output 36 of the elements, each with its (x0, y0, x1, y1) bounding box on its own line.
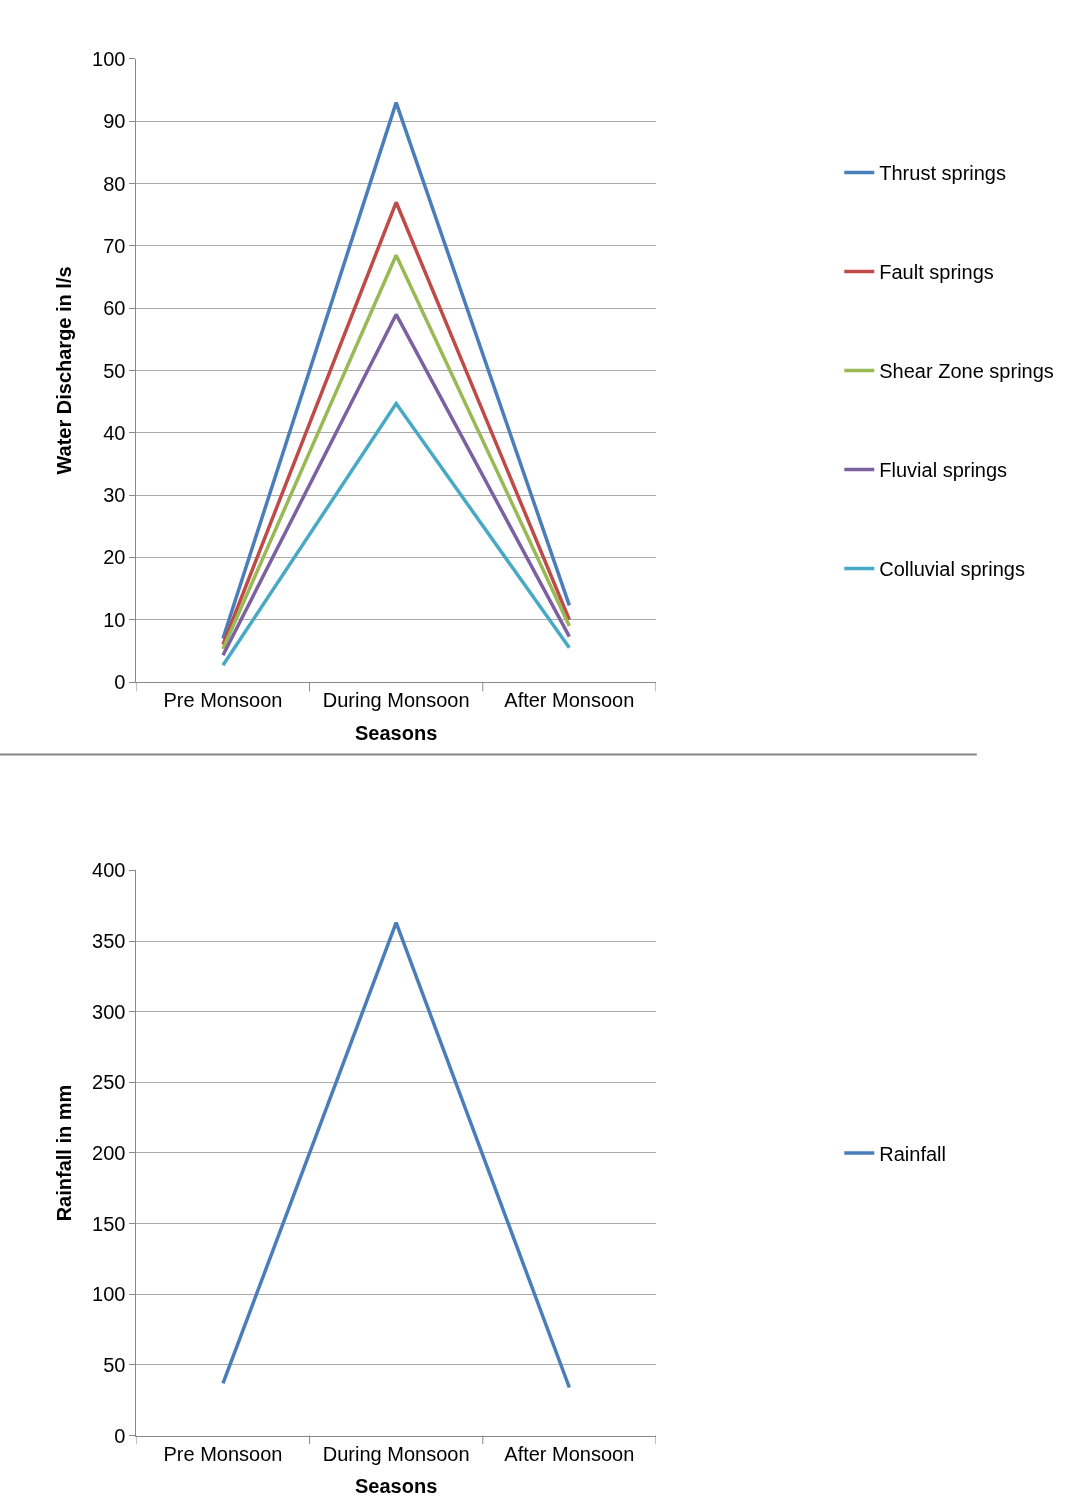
y-tick-label: 0 (114, 671, 126, 694)
y-tick-label: 0 (114, 1424, 126, 1447)
x-tick-label: Pre Monsoon (163, 1442, 283, 1465)
y-tick-label: 150 (92, 1212, 126, 1235)
y-tick-label: 200 (92, 1141, 126, 1164)
y-axis-title: Water Discharge in l/s (52, 266, 75, 475)
y-tick-label: 100 (92, 47, 126, 70)
legend-label: Thrust springs (879, 162, 1006, 185)
y-tick-label: 70 (103, 234, 126, 257)
legend-label: Fluvial springs (879, 459, 1008, 482)
x-tick-label: After Monsoon (504, 689, 635, 712)
legend-label: Fault springs (879, 261, 994, 284)
y-tick-label: 350 (92, 930, 126, 953)
x-tick-label: After Monsoon (504, 1442, 635, 1465)
y-tick-label: 100 (92, 1283, 126, 1306)
y-tick-label: 50 (103, 1353, 126, 1376)
y-tick-label: 90 (103, 110, 126, 133)
legend-label: Rainfall (879, 1142, 946, 1165)
x-tick-label: During Monsoon (322, 689, 470, 712)
x-tick-label: During Monsoon (322, 1442, 470, 1465)
y-tick-label: 60 (103, 297, 126, 320)
y-tick-label: 400 (92, 859, 126, 882)
x-tick-label: Pre Monsoon (163, 689, 283, 712)
y-tick-label: 80 (103, 172, 126, 195)
y-tick-label: 250 (92, 1071, 126, 1094)
y-tick-label: 50 (103, 359, 126, 382)
legend-label: Shear Zone springs (879, 360, 1054, 383)
x-axis-title: Seasons (355, 721, 438, 744)
y-axis-title: Rainfall in mm (52, 1084, 75, 1222)
y-tick-label: 10 (103, 608, 126, 631)
legend-label: Colluvial springs (879, 558, 1025, 581)
x-axis-title: Seasons (355, 1475, 438, 1498)
y-tick-label: 300 (92, 1000, 126, 1023)
y-tick-label: 30 (103, 484, 126, 507)
y-tick-label: 40 (103, 421, 126, 444)
y-tick-label: 20 (103, 546, 126, 569)
